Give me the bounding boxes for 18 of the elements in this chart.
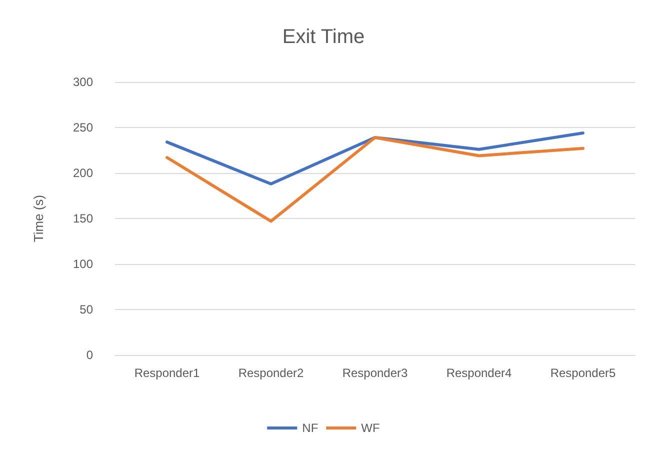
y-tick-label: 50 <box>80 302 94 316</box>
chart-title: Exit Time <box>282 26 365 48</box>
x-tick-label: Responder4 <box>446 366 512 380</box>
y-tick-label: 0 <box>86 348 94 362</box>
x-tick-label: Responder5 <box>550 366 616 380</box>
y-tick-label: 250 <box>72 120 94 134</box>
x-tick-label: Responder1 <box>134 366 200 380</box>
legend-label: NF <box>302 421 318 435</box>
y-tick-label: 300 <box>72 75 94 89</box>
y-tick-label: 100 <box>72 257 94 271</box>
legend-label: WF <box>361 421 380 435</box>
y-tick-label: 200 <box>72 166 94 180</box>
y-axis-title: Time (s) <box>31 194 46 242</box>
x-tick-label: Responder2 <box>238 366 304 380</box>
line-series <box>166 131 584 186</box>
y-tick-label: 150 <box>72 212 94 226</box>
x-tick-label: Responder3 <box>342 366 408 380</box>
line-series <box>166 136 584 223</box>
